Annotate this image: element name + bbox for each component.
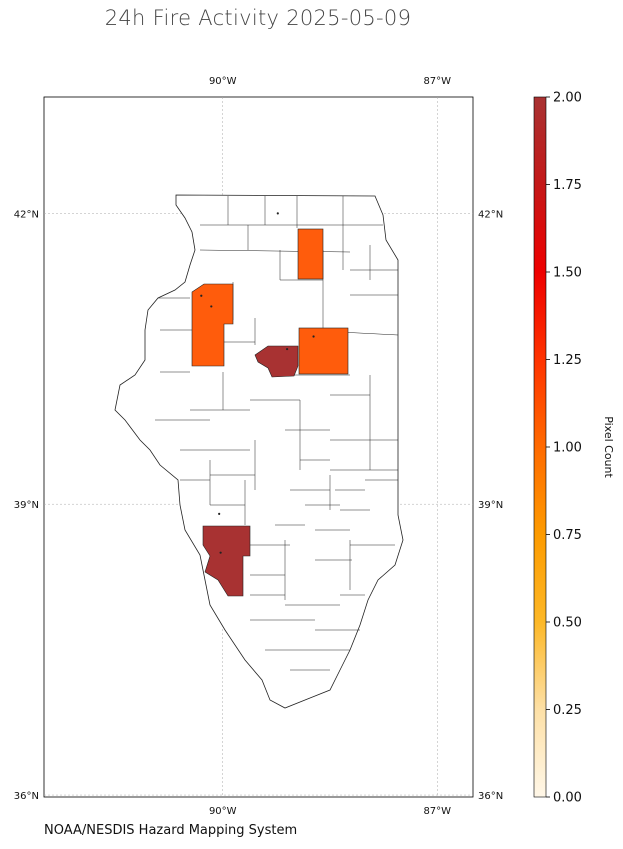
lat-tick-label: 42°N	[478, 209, 503, 220]
fire-point	[286, 347, 289, 351]
lat-tick-label: 42°N	[14, 209, 39, 220]
lat-tick-label: 39°N	[14, 500, 39, 511]
fire-point	[210, 305, 213, 308]
county-lines	[155, 196, 399, 671]
colorbar-tick-label: 1.50	[553, 266, 582, 281]
lon-tick-label: 90°W	[209, 76, 237, 87]
colorbar-tick-label: 0.50	[553, 616, 582, 631]
colorbar-tick-label: 1.75	[553, 178, 582, 193]
colorbar-tick-label: 0.00	[553, 791, 582, 806]
fire-point	[219, 551, 222, 554]
county-count-1-north	[297, 228, 324, 280]
lat-tick-label: 36°N	[478, 791, 503, 802]
lat-tick-label: 36°N	[14, 791, 39, 802]
fire-point	[276, 212, 279, 215]
lat-tick-label: 39°N	[478, 500, 503, 511]
source-credit: NOAA/NESDIS Hazard Mapping System	[44, 823, 298, 838]
colorbar-tick-label: 2.00	[553, 91, 582, 106]
map-title: 24h Fire Activity 2025-05-09	[104, 6, 412, 30]
colorbar-label: Pixel Count	[602, 416, 615, 478]
colorbar-tick-label: 0.25	[553, 703, 582, 718]
colorbar-tick-label: 0.75	[553, 528, 582, 543]
county-count-1-northwest	[191, 283, 234, 367]
county-count-1-east	[298, 327, 349, 375]
fire-point	[200, 294, 203, 297]
axis-ticks: 90°W 90°W 87°W 87°W 42°N 42°N 39°N 39°N 36°N 36°N	[14, 76, 503, 817]
fire-point	[312, 335, 315, 338]
colorbar-tick-label: 1.00	[553, 441, 582, 456]
lon-tick-label: 87°W	[423, 76, 451, 87]
illinois-outline	[114, 194, 404, 709]
county-count-2-southwest	[202, 525, 251, 597]
fire-points	[200, 212, 315, 554]
colorbar-tick-label: 1.25	[553, 353, 582, 368]
colorbar-ticks: 0.00 0.25 0.50 0.75 1.00 1.25 1.50 1.75 2.00	[546, 91, 582, 806]
colorbar	[533, 96, 547, 798]
lon-tick-label: 87°W	[423, 806, 451, 817]
lon-tick-label: 90°W	[209, 806, 237, 817]
highlighted-counties	[191, 228, 349, 597]
fire-point	[218, 512, 221, 515]
county-count-2-central	[254, 345, 299, 378]
